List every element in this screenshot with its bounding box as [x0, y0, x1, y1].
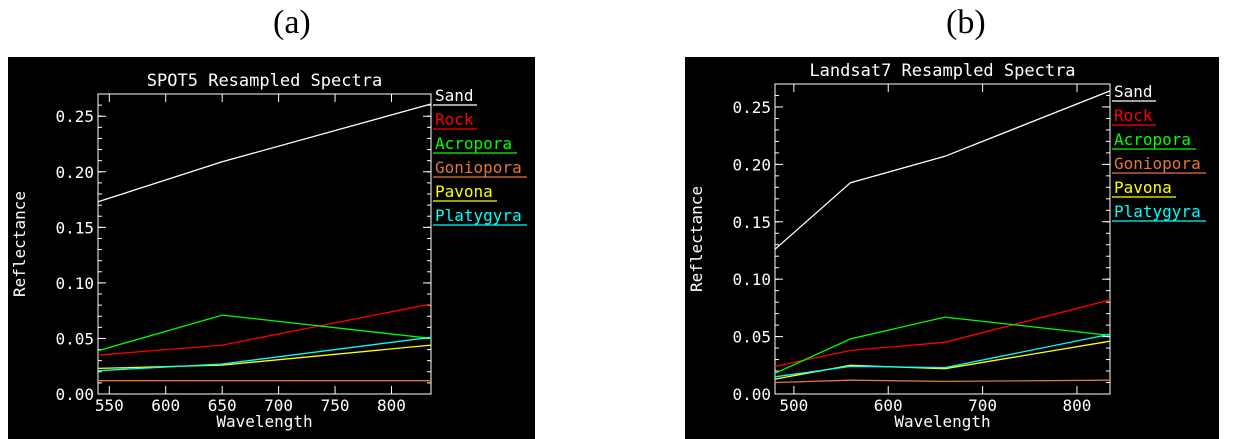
legend-label-sand: Sand [435, 86, 474, 105]
series-line-acropora [97, 314, 432, 352]
legend-label-pavona: Pavona [435, 182, 493, 201]
y-tick-label: 0.05 [732, 328, 771, 347]
series-line-rock [774, 299, 1111, 368]
y-tick-label: 0.25 [732, 98, 771, 117]
series-line-acropora [774, 316, 1111, 374]
x-tick-label: 700 [968, 396, 997, 415]
x-tick-label: 500 [779, 396, 808, 415]
y-tick-label: 0.05 [55, 329, 94, 348]
chart-spot5: SPOT5 Resampled Spectra 0.00 0.05 0.10 0.15 0… [8, 57, 535, 439]
legend-label-acropora: Acropora [1114, 130, 1191, 149]
x-tick-label: 750 [321, 396, 350, 415]
legend-label-pavona: Pavona [1114, 178, 1172, 197]
chart-title: Landsat7 Resampled Spectra [809, 61, 1075, 81]
y-axis-label: Reflectance [687, 186, 706, 292]
legend-label-sand: Sand [1114, 82, 1153, 101]
y-tick-label: 0.15 [732, 213, 771, 232]
series-line-pavona [774, 340, 1111, 380]
y-axis-label: Reflectance [10, 191, 29, 297]
y-tick-label: 0.10 [732, 270, 771, 289]
y-tick-label: 0.00 [732, 385, 771, 404]
legend-label-acropora: Acropora [435, 134, 512, 153]
legend-label-rock: Rock [435, 110, 474, 129]
x-axis-label: Wavelength [894, 412, 990, 431]
series-line-platygyra [97, 336, 432, 372]
legend-label-goniopora: Goniopora [435, 158, 522, 177]
plot-frame [97, 93, 432, 395]
legend-label-platygyra: Platygyra [435, 206, 522, 225]
x-tick-label: 650 [208, 396, 237, 415]
chart-spot5-svg: SPOT5 Resampled Spectra 0.00 0.05 0.10 0.15 0… [10, 71, 527, 431]
y-tick-label: 0.00 [55, 385, 94, 404]
x-tick-label: 550 [95, 396, 124, 415]
x-tick-label: 600 [874, 396, 903, 415]
y-tick-label: 0.20 [55, 163, 94, 182]
series-line-rock [97, 303, 432, 356]
x-tick-label: 800 [377, 396, 406, 415]
series-line-sand [97, 103, 432, 203]
panel-label-b: (b) [946, 4, 986, 41]
y-tick-label: 0.20 [732, 155, 771, 174]
series-line-goniopora [774, 379, 1111, 384]
chart-landsat7: Landsat7 Resampled Spectra 0.00 0.05 0.10 0.… [685, 57, 1219, 439]
x-axis-label: Wavelength [216, 412, 312, 431]
chart-title: SPOT5 Resampled Spectra [147, 71, 382, 91]
series-line-sand [774, 90, 1111, 250]
series-line-pavona [97, 344, 432, 370]
y-tick-label: 0.15 [55, 218, 94, 237]
legend-label-platygyra: Platygyra [1114, 202, 1201, 221]
legend-label-goniopora: Goniopora [1114, 154, 1201, 173]
x-tick-label: 800 [1063, 396, 1092, 415]
plot-frame [774, 83, 1111, 395]
y-tick-label: 0.10 [55, 274, 94, 293]
chart-landsat7-svg: Landsat7 Resampled Spectra 0.00 0.05 0.10 0.… [687, 61, 1206, 431]
x-tick-label: 600 [151, 396, 180, 415]
panel-label-a: (a) [273, 4, 311, 41]
series-line-platygyra [774, 333, 1111, 378]
x-tick-label: 700 [264, 396, 293, 415]
legend-label-rock: Rock [1114, 106, 1153, 125]
y-tick-label: 0.25 [55, 107, 94, 126]
